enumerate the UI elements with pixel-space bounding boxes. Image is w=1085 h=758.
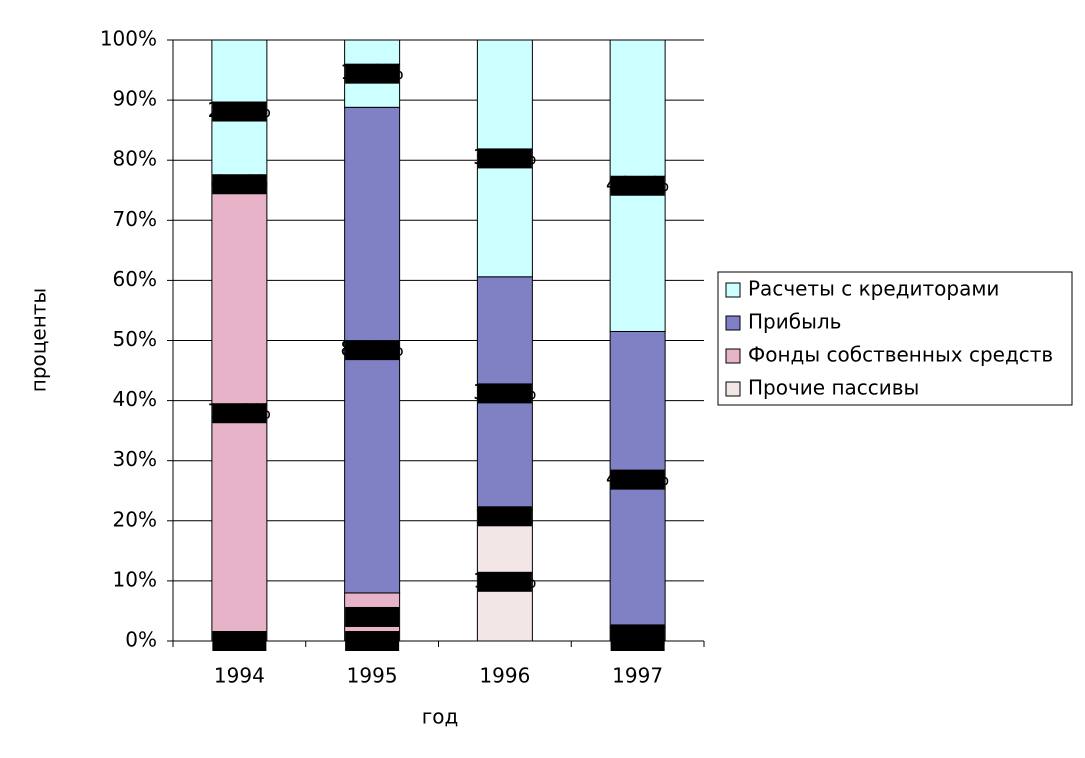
y-tick-label: 60% — [113, 267, 157, 291]
legend-label: Фонды собственных средств — [748, 343, 1053, 367]
data-label: 0,4% — [214, 171, 265, 195]
y-tick-label: 40% — [113, 387, 157, 411]
data-label: 49,3% — [606, 466, 670, 490]
label-box — [477, 148, 532, 169]
data-label: 2,1% — [479, 503, 530, 527]
y-tick-label: 100% — [100, 27, 157, 51]
x-tick-label: 1994 — [214, 664, 265, 688]
data-label: 11,2% — [340, 60, 404, 84]
data-label: 39,4% — [473, 145, 537, 169]
y-tick-label: 80% — [113, 147, 157, 171]
legend-swatch — [725, 348, 741, 364]
label-box — [610, 624, 665, 645]
label-box — [212, 174, 267, 195]
label-box — [610, 469, 665, 490]
y-tick-label: 10% — [113, 567, 157, 591]
label-box — [345, 631, 400, 651]
legend-label: Прочие пассивы — [748, 376, 919, 400]
legend-swatch — [725, 282, 741, 298]
data-label: 75,8% — [208, 400, 272, 424]
legend-swatch — [725, 381, 741, 397]
label-box — [212, 631, 267, 651]
legend — [717, 271, 1073, 406]
y-tick-label: 20% — [113, 507, 157, 531]
label-box — [477, 506, 532, 527]
y-tick-label: 90% — [113, 87, 157, 111]
y-tick-label: 30% — [113, 447, 157, 471]
legend-swatch — [725, 315, 741, 331]
x-tick-label: 1996 — [479, 664, 530, 688]
data-label: 8,0% — [347, 603, 398, 627]
label-box — [345, 63, 400, 84]
y-axis-title: проценты — [27, 288, 51, 392]
data-label: 2,2% — [612, 621, 663, 645]
label-box — [345, 340, 400, 361]
label-box — [477, 571, 532, 592]
data-label: 38,8% — [473, 380, 537, 404]
label-box — [610, 175, 665, 196]
x-tick-label: 1995 — [347, 664, 398, 688]
y-tick-label: 0% — [125, 628, 157, 652]
x-tick-label: 1997 — [612, 664, 663, 688]
data-label: 0,0% — [214, 628, 265, 652]
label-box — [212, 101, 267, 122]
legend-label: Прибыль — [748, 310, 841, 334]
legend-label: Расчеты с кредиторами — [748, 277, 999, 301]
label-box — [345, 606, 400, 627]
y-tick-label: 70% — [113, 207, 157, 231]
label-box — [212, 403, 267, 424]
y-tick-label: 50% — [113, 327, 157, 351]
data-label: 19,7% — [473, 568, 537, 592]
data-label: 80,8% — [340, 337, 404, 361]
data-label: 48,5% — [606, 172, 670, 196]
data-label: 23,8% — [208, 98, 272, 122]
label-box — [477, 383, 532, 404]
data-label: 0,0% — [347, 628, 398, 652]
x-axis-title: год — [422, 705, 459, 729]
